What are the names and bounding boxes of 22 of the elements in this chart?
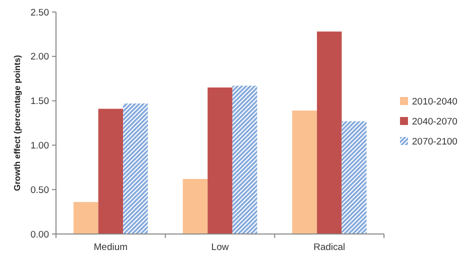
legend-label: 2070-2100 — [412, 136, 458, 148]
x-tick-label: Medium — [94, 242, 128, 253]
legend-label: 2040-2070 — [412, 116, 458, 128]
y-tick-label: 0.50 — [30, 184, 49, 196]
bar — [208, 87, 232, 234]
bar — [73, 202, 98, 234]
y-tick-label: 1.00 — [30, 140, 49, 152]
y-tick-label: 2.00 — [30, 52, 49, 63]
y-tick-label: 2.50 — [30, 7, 49, 18]
bar — [342, 121, 367, 234]
bar — [316, 32, 342, 234]
bar — [292, 110, 317, 234]
y-tick-label: 1.50 — [30, 96, 49, 108]
x-tick-label: Low — [211, 242, 229, 253]
bar — [232, 86, 258, 234]
x-tick-label: Radical — [313, 242, 346, 253]
bar — [123, 103, 148, 234]
bar — [182, 178, 208, 234]
y-axis-title: Growth effect (percentage points) — [12, 54, 22, 192]
legend-label: 2010-2040 — [412, 96, 458, 108]
bar — [98, 108, 124, 234]
y-tick-label: 0.00 — [30, 229, 49, 240]
